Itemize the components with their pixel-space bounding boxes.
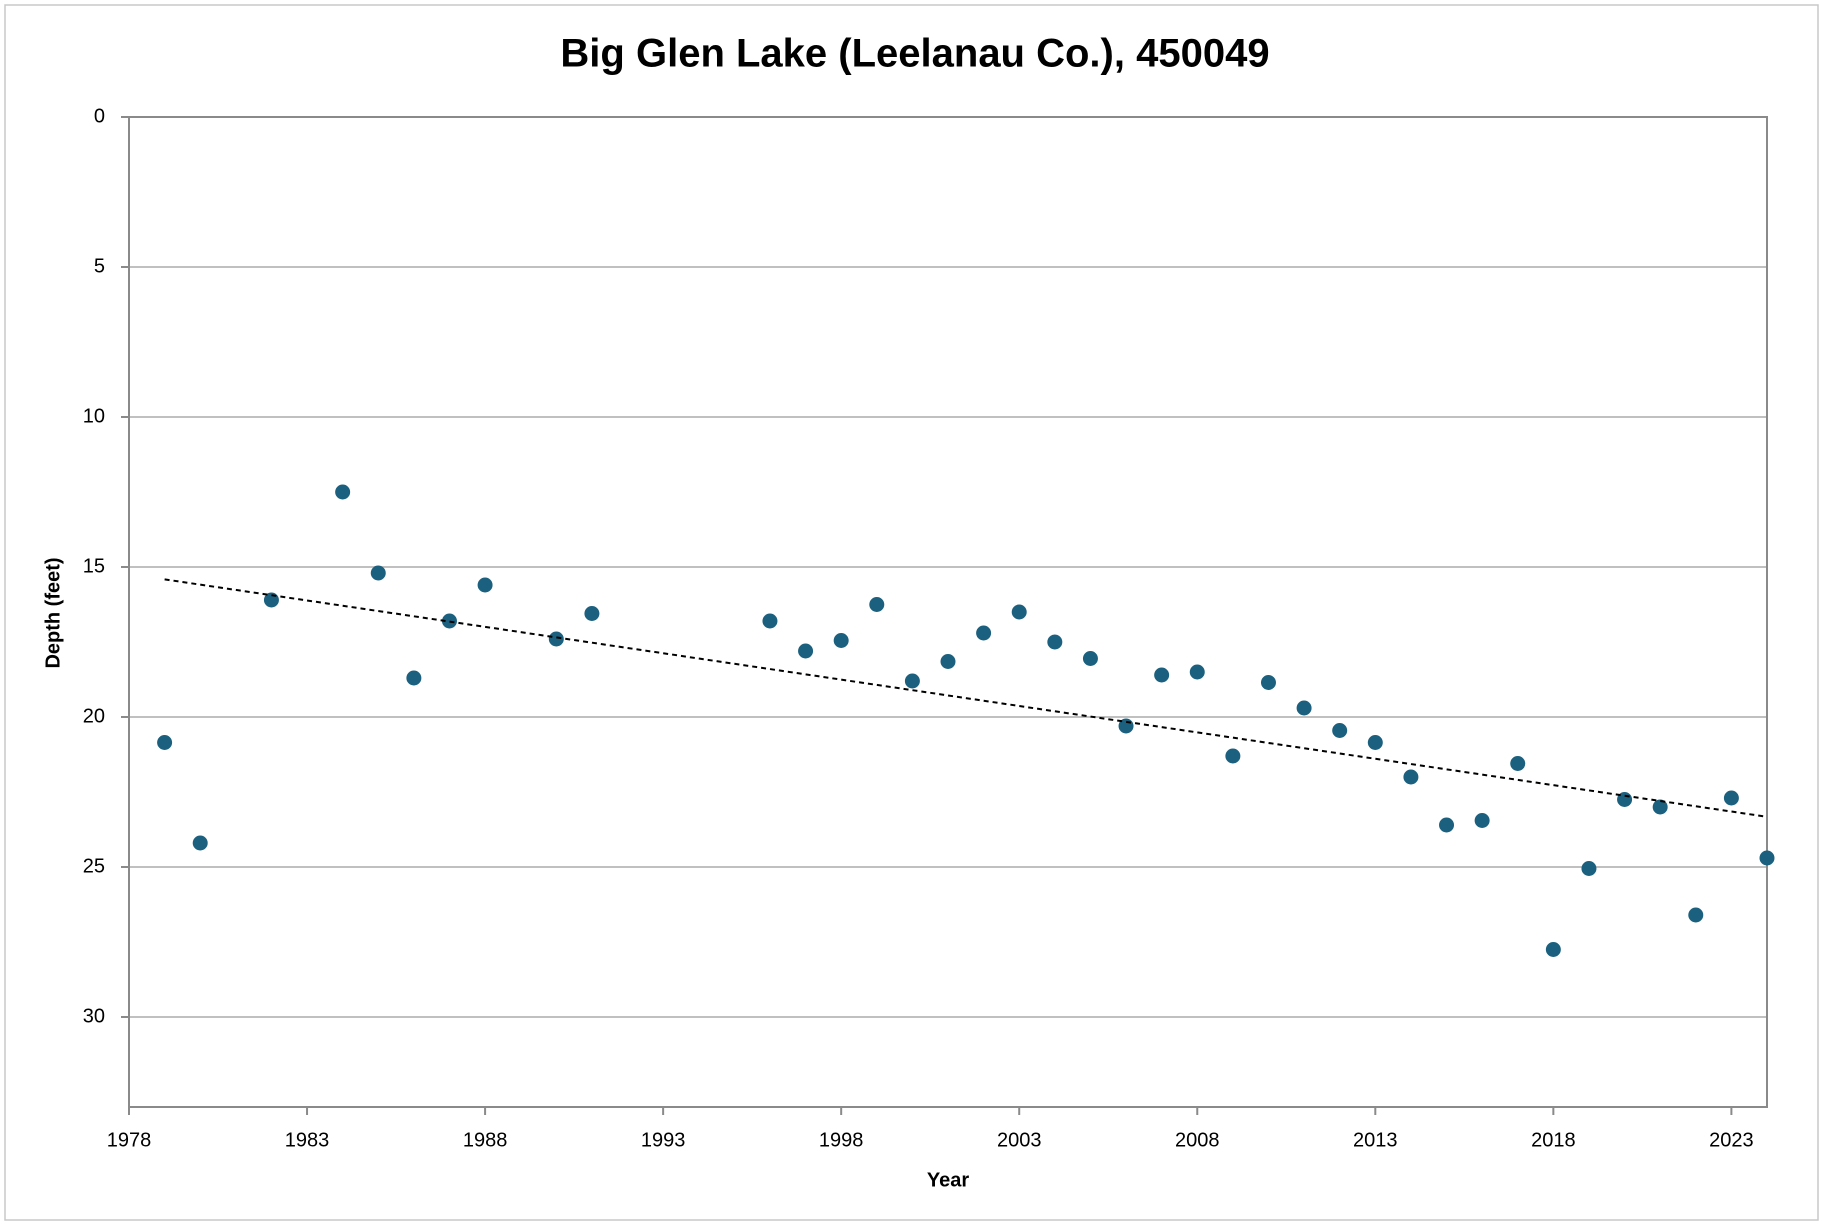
data-point [904, 673, 920, 689]
data-point [1545, 942, 1561, 957]
data-point [1332, 723, 1348, 738]
x-tick-label: 1978 [107, 1129, 152, 1151]
data-point [798, 643, 814, 659]
x-tick-label: 1988 [463, 1129, 508, 1151]
x-tick-label: 2003 [997, 1129, 1042, 1151]
chart-title: Big Glen Lake (Leelanau Co.), 450049 [560, 32, 1269, 76]
data-point [833, 633, 849, 648]
chart-border [4, 4, 1819, 1221]
x-axis-title: Year [927, 1169, 969, 1191]
data-point [1225, 748, 1241, 764]
data-point [1047, 634, 1063, 650]
data-point [192, 835, 208, 851]
x-tick-label: 2018 [1531, 1129, 1576, 1151]
x-tick-label: 1983 [285, 1129, 330, 1151]
data-point [1510, 756, 1526, 771]
y-axis-title: Depth (feet) [42, 557, 64, 668]
data-point [406, 670, 422, 686]
data-point [1439, 817, 1455, 833]
x-tick-label: 1993 [641, 1129, 686, 1151]
data-point [1403, 769, 1419, 785]
x-tick-label: 1998 [819, 1129, 864, 1151]
data-point [477, 577, 493, 593]
data-point [940, 654, 956, 669]
data-point [1082, 651, 1098, 666]
y-tick-label: 15 [83, 555, 105, 577]
data-point [1260, 675, 1276, 690]
data-point [1011, 604, 1027, 620]
data-point [1474, 813, 1490, 828]
data-point [584, 606, 600, 621]
data-point [335, 484, 351, 500]
y-tick-label: 10 [83, 405, 105, 427]
data-point [1154, 667, 1170, 683]
data-point [1652, 799, 1668, 815]
data-point [1296, 700, 1312, 716]
y-tick-label: 5 [94, 255, 105, 277]
y-tick-label: 0 [94, 105, 105, 127]
y-tick-label: 25 [83, 855, 105, 877]
data-point [441, 613, 457, 629]
data-point [1688, 907, 1704, 923]
data-point [1581, 861, 1597, 876]
data-point [548, 631, 564, 647]
data-point [762, 613, 778, 629]
data-point [1723, 790, 1739, 806]
x-tick-label: 2013 [1353, 1129, 1398, 1151]
data-point [1759, 850, 1775, 866]
plot-frame [128, 116, 1768, 1108]
data-point [869, 597, 885, 612]
data-point [157, 735, 173, 750]
y-tick-label: 30 [83, 1005, 105, 1027]
y-tick-label: 20 [83, 705, 105, 727]
data-point [1189, 664, 1205, 680]
x-tick-label: 2023 [1709, 1129, 1754, 1151]
x-tick-label: 2008 [1175, 1129, 1220, 1151]
data-point [976, 625, 992, 641]
data-point [370, 565, 386, 581]
data-point [1367, 735, 1383, 750]
